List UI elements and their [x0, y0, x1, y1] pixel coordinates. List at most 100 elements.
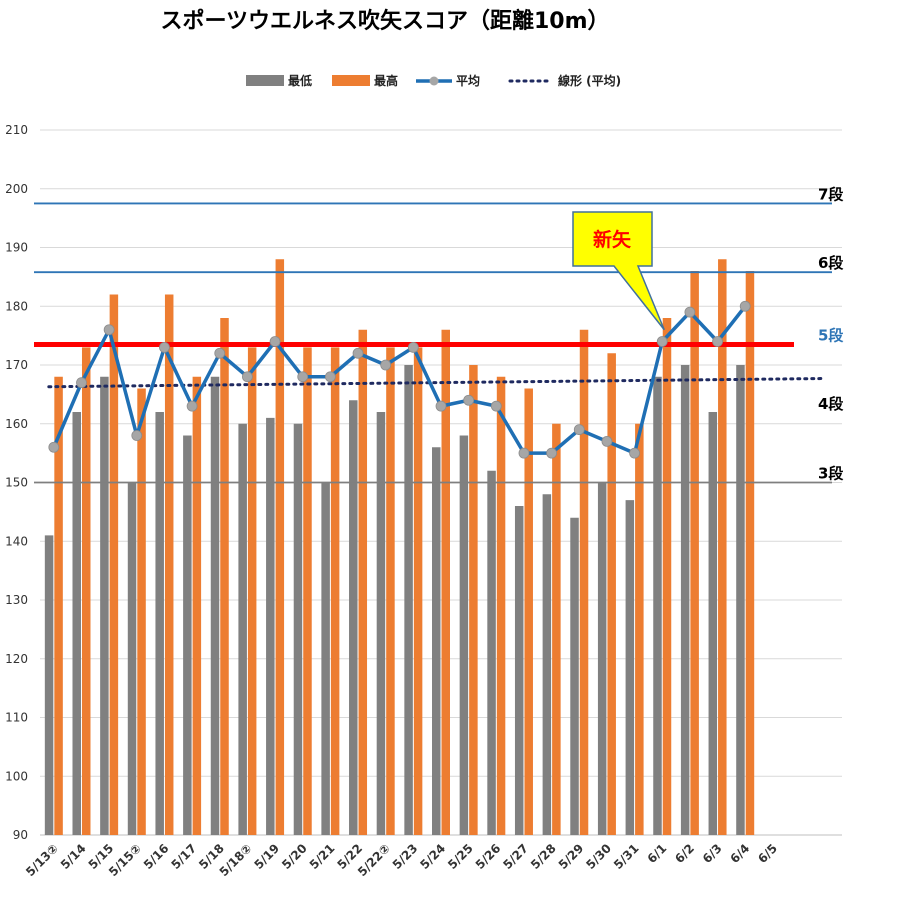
rank-label: 6段	[818, 254, 843, 272]
average-point	[48, 441, 60, 453]
y-tick-label: 160	[5, 417, 28, 431]
bar-min	[404, 365, 413, 835]
average-point	[352, 347, 364, 359]
bar-min	[127, 482, 137, 835]
y-tick-label: 170	[5, 358, 28, 372]
average-line	[48, 300, 751, 459]
bar-max	[469, 365, 478, 835]
trendline-path	[47, 377, 826, 389]
bar-min	[155, 412, 164, 835]
y-tick-label: 180	[5, 299, 28, 313]
y-tick-label: 90	[13, 828, 28, 842]
average-point	[684, 306, 696, 318]
legend-label: 平均	[456, 73, 480, 88]
average-point	[629, 447, 640, 459]
average-point	[546, 447, 558, 459]
bar-min	[653, 376, 662, 835]
average-point	[490, 400, 502, 412]
average-point	[518, 447, 530, 459]
legend-label: 線形 (平均)	[558, 73, 621, 88]
y-tick-label: 200	[5, 182, 28, 196]
callout-text: 新矢	[593, 228, 632, 251]
x-tick-label: 5/20	[279, 841, 310, 872]
average-point	[573, 424, 585, 436]
x-tick-label: 6/2	[672, 841, 697, 866]
average-point	[739, 300, 751, 312]
legend-swatch	[332, 75, 370, 86]
bar-max	[54, 376, 63, 835]
bar-min	[349, 400, 358, 835]
bar-max	[413, 347, 423, 835]
bar-min	[487, 470, 496, 835]
x-tick-label: 5/21	[307, 841, 338, 872]
y-tick-label: 210	[5, 123, 28, 137]
callout: 新矢	[572, 211, 665, 331]
bar-max	[358, 329, 368, 835]
rank-labels: 7段 6段 5段 4段 3段	[818, 185, 843, 482]
bar-min	[514, 506, 524, 835]
average-point	[242, 371, 253, 383]
bar-max	[137, 388, 146, 835]
average-point	[214, 347, 226, 359]
average-point	[435, 400, 447, 412]
bar-max	[524, 388, 533, 835]
rank-label: 4段	[818, 395, 843, 413]
bars	[44, 259, 755, 835]
average-point	[380, 359, 392, 371]
bar-min	[597, 482, 607, 835]
bar-min	[100, 376, 109, 835]
bar-max	[579, 329, 589, 835]
legend: 最低 最高 平均 線形 (平均)	[246, 73, 621, 88]
average-point	[297, 371, 309, 383]
x-tick-label: 6/4	[728, 841, 753, 866]
average-point	[324, 371, 336, 383]
x-tick-label: 5/29	[556, 841, 587, 872]
bar-min	[542, 494, 552, 835]
trendline	[47, 377, 826, 389]
average-point	[186, 400, 198, 412]
average-point	[269, 336, 281, 347]
bar-min	[238, 423, 247, 835]
bar-max	[635, 423, 644, 835]
x-tick-label: 6/3	[700, 841, 725, 866]
x-tick-label: 6/1	[645, 841, 670, 866]
y-axis-ticks: 90 100 110 120 130 140 150 160 170 180 190 200 210	[5, 123, 28, 842]
bar-max	[441, 329, 450, 835]
bar-max	[220, 318, 229, 835]
bar-max	[330, 347, 340, 835]
bar-min	[321, 482, 330, 835]
bar-min	[293, 423, 303, 835]
bar-min	[625, 500, 635, 835]
x-tick-label: 5/28	[528, 841, 559, 872]
bar-max	[552, 423, 561, 835]
bar-max	[303, 347, 312, 835]
bar-max	[662, 318, 672, 835]
bar-min	[72, 412, 81, 835]
average-point	[159, 341, 170, 353]
bar-max	[607, 353, 616, 835]
bar-min	[432, 447, 441, 835]
rank-label: 3段	[818, 465, 843, 483]
bar-max	[164, 294, 174, 835]
x-tick-label: 5/30	[583, 841, 614, 872]
x-tick-label: 5/16	[141, 841, 172, 872]
x-tick-label: 5/26	[473, 841, 504, 872]
y-tick-label: 190	[5, 241, 28, 255]
bar-max	[81, 347, 91, 835]
average-point	[76, 377, 87, 389]
average-point	[463, 394, 475, 406]
bar-min	[570, 517, 579, 835]
bar-max	[745, 271, 755, 835]
bar-max	[109, 294, 119, 835]
bar-min	[183, 435, 192, 835]
bar-min	[266, 417, 275, 835]
y-tick-label: 100	[5, 769, 28, 783]
x-tick-label: 5/19	[251, 841, 282, 872]
bar-min	[210, 376, 220, 835]
legend-label: 最低	[288, 73, 312, 88]
x-tick-label: 5/17	[169, 841, 200, 872]
x-tick-label: 6/5	[755, 841, 780, 866]
bar-max	[275, 259, 285, 835]
bar-max	[718, 259, 727, 835]
